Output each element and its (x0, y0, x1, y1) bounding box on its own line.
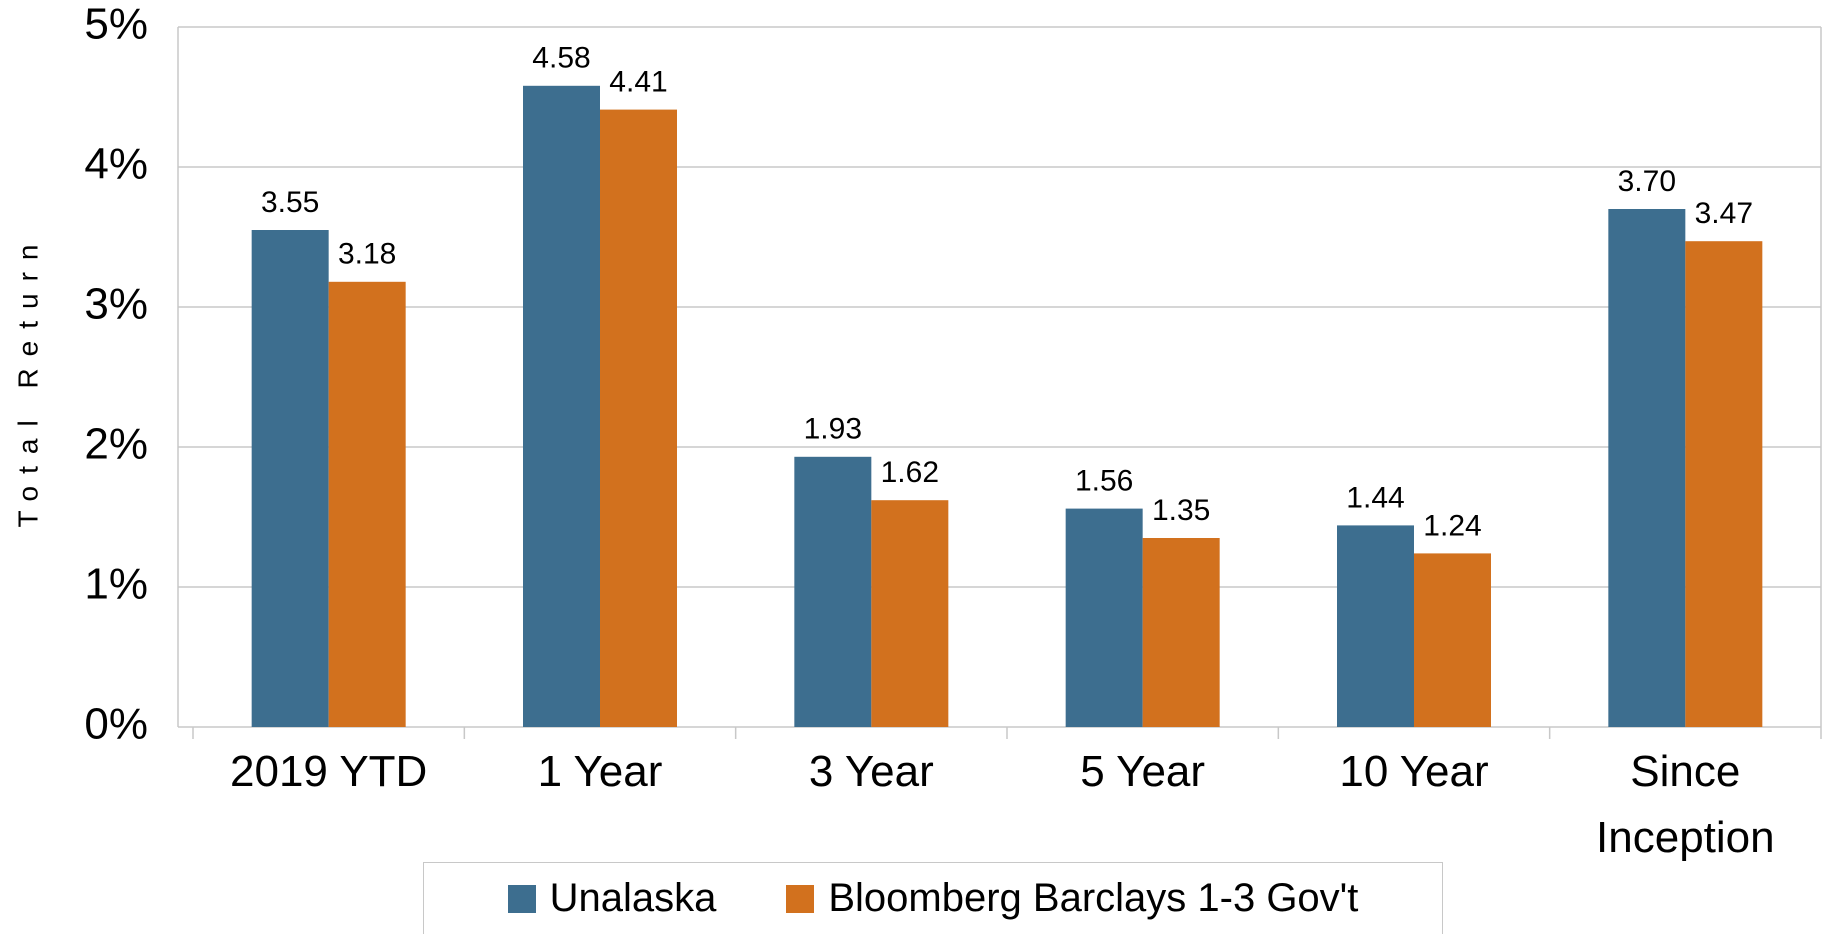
bar (871, 500, 949, 727)
y-tick-label: 3% (84, 280, 148, 329)
bar (251, 230, 329, 727)
data-label: 1.62 (881, 456, 939, 489)
legend-swatch (786, 884, 815, 913)
data-label: 4.58 (532, 42, 590, 75)
data-label: 1.24 (1423, 509, 1481, 542)
bar (1337, 525, 1414, 727)
legend-label: Bloomberg Barclays 1-3 Gov't (828, 876, 1359, 920)
bar (1142, 538, 1220, 727)
data-label: 3.55 (261, 186, 319, 219)
legend: Unalaska Bloomberg Barclays 1-3 Gov't (423, 862, 1443, 934)
bar (1608, 209, 1686, 727)
bar (794, 456, 872, 727)
legend-item: Bloomberg Barclays 1-3 Gov't (786, 876, 1358, 921)
y-axis-label: Total Return (12, 233, 43, 528)
data-label: 3.47 (1695, 197, 1753, 230)
bar (1065, 508, 1143, 727)
data-label: 1.56 (1075, 465, 1133, 498)
bar (1685, 241, 1763, 727)
bar (328, 281, 406, 727)
y-tick-label: 5% (84, 0, 148, 49)
x-tick-label: 2019 YTD (230, 747, 428, 796)
data-label: 3.70 (1618, 165, 1676, 198)
bar (1414, 553, 1491, 727)
x-tick-label: 1 Year (537, 747, 663, 796)
data-label: 3.18 (338, 238, 396, 271)
data-label: 1.93 (804, 413, 862, 446)
x-tick-label: 5 Year (1080, 747, 1206, 796)
y-tick-label: 2% (84, 420, 148, 469)
data-label: 4.41 (609, 66, 667, 99)
x-tick-label: Since Inception (1596, 747, 1775, 862)
legend-swatch (507, 884, 536, 913)
bar (600, 109, 677, 728)
y-tick-label: 0% (84, 700, 148, 749)
legend-item: Unalaska (507, 876, 717, 921)
x-tick-label: 10 Year (1339, 747, 1489, 796)
legend-label: Unalaska (549, 876, 717, 920)
bar (523, 85, 600, 728)
y-tick-label: 4% (84, 140, 148, 189)
data-label: 1.44 (1346, 481, 1404, 514)
y-tick-label: 1% (84, 560, 148, 609)
x-tick-label: 3 Year (808, 747, 934, 796)
data-label: 1.35 (1152, 494, 1210, 527)
